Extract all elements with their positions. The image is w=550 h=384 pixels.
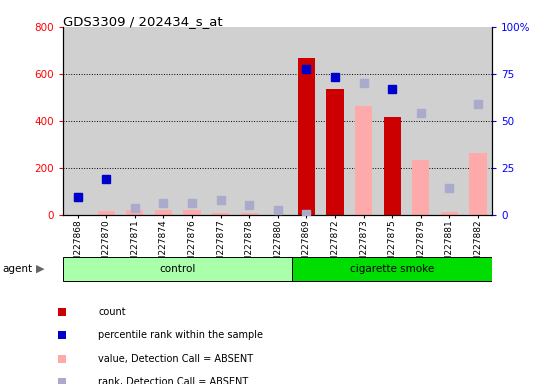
Bar — [120, 27, 149, 215]
Bar — [464, 27, 492, 215]
Bar — [155, 210, 172, 215]
Bar — [441, 212, 458, 215]
Bar — [298, 58, 315, 215]
Bar — [240, 213, 258, 215]
Bar — [206, 27, 235, 215]
Bar — [355, 106, 372, 215]
Text: rank, Detection Call = ABSENT: rank, Detection Call = ABSENT — [98, 377, 249, 384]
Bar — [63, 257, 292, 281]
Bar — [292, 257, 492, 281]
Bar — [383, 118, 401, 215]
Text: agent: agent — [3, 264, 33, 274]
Text: value, Detection Call = ABSENT: value, Detection Call = ABSENT — [98, 354, 254, 364]
Bar — [212, 213, 229, 215]
Bar — [235, 27, 263, 215]
Bar — [435, 27, 464, 215]
Bar — [349, 27, 378, 215]
Text: cigarette smoke: cigarette smoke — [350, 264, 434, 274]
Text: count: count — [98, 306, 126, 316]
Bar — [63, 27, 92, 215]
Bar — [292, 27, 321, 215]
Bar — [97, 211, 115, 215]
Bar — [183, 210, 201, 215]
Bar — [149, 27, 178, 215]
Bar — [406, 27, 435, 215]
Text: GDS3309 / 202434_s_at: GDS3309 / 202434_s_at — [63, 15, 223, 28]
Text: control: control — [160, 264, 196, 274]
Bar — [92, 27, 120, 215]
Bar — [178, 27, 206, 215]
Text: percentile rank within the sample: percentile rank within the sample — [98, 330, 263, 341]
Bar — [126, 210, 144, 215]
Bar — [321, 27, 349, 215]
Text: ▶: ▶ — [36, 264, 44, 274]
Bar — [412, 160, 430, 215]
Bar — [378, 27, 406, 215]
Bar — [263, 27, 292, 215]
Bar — [469, 153, 487, 215]
Bar — [326, 89, 344, 215]
